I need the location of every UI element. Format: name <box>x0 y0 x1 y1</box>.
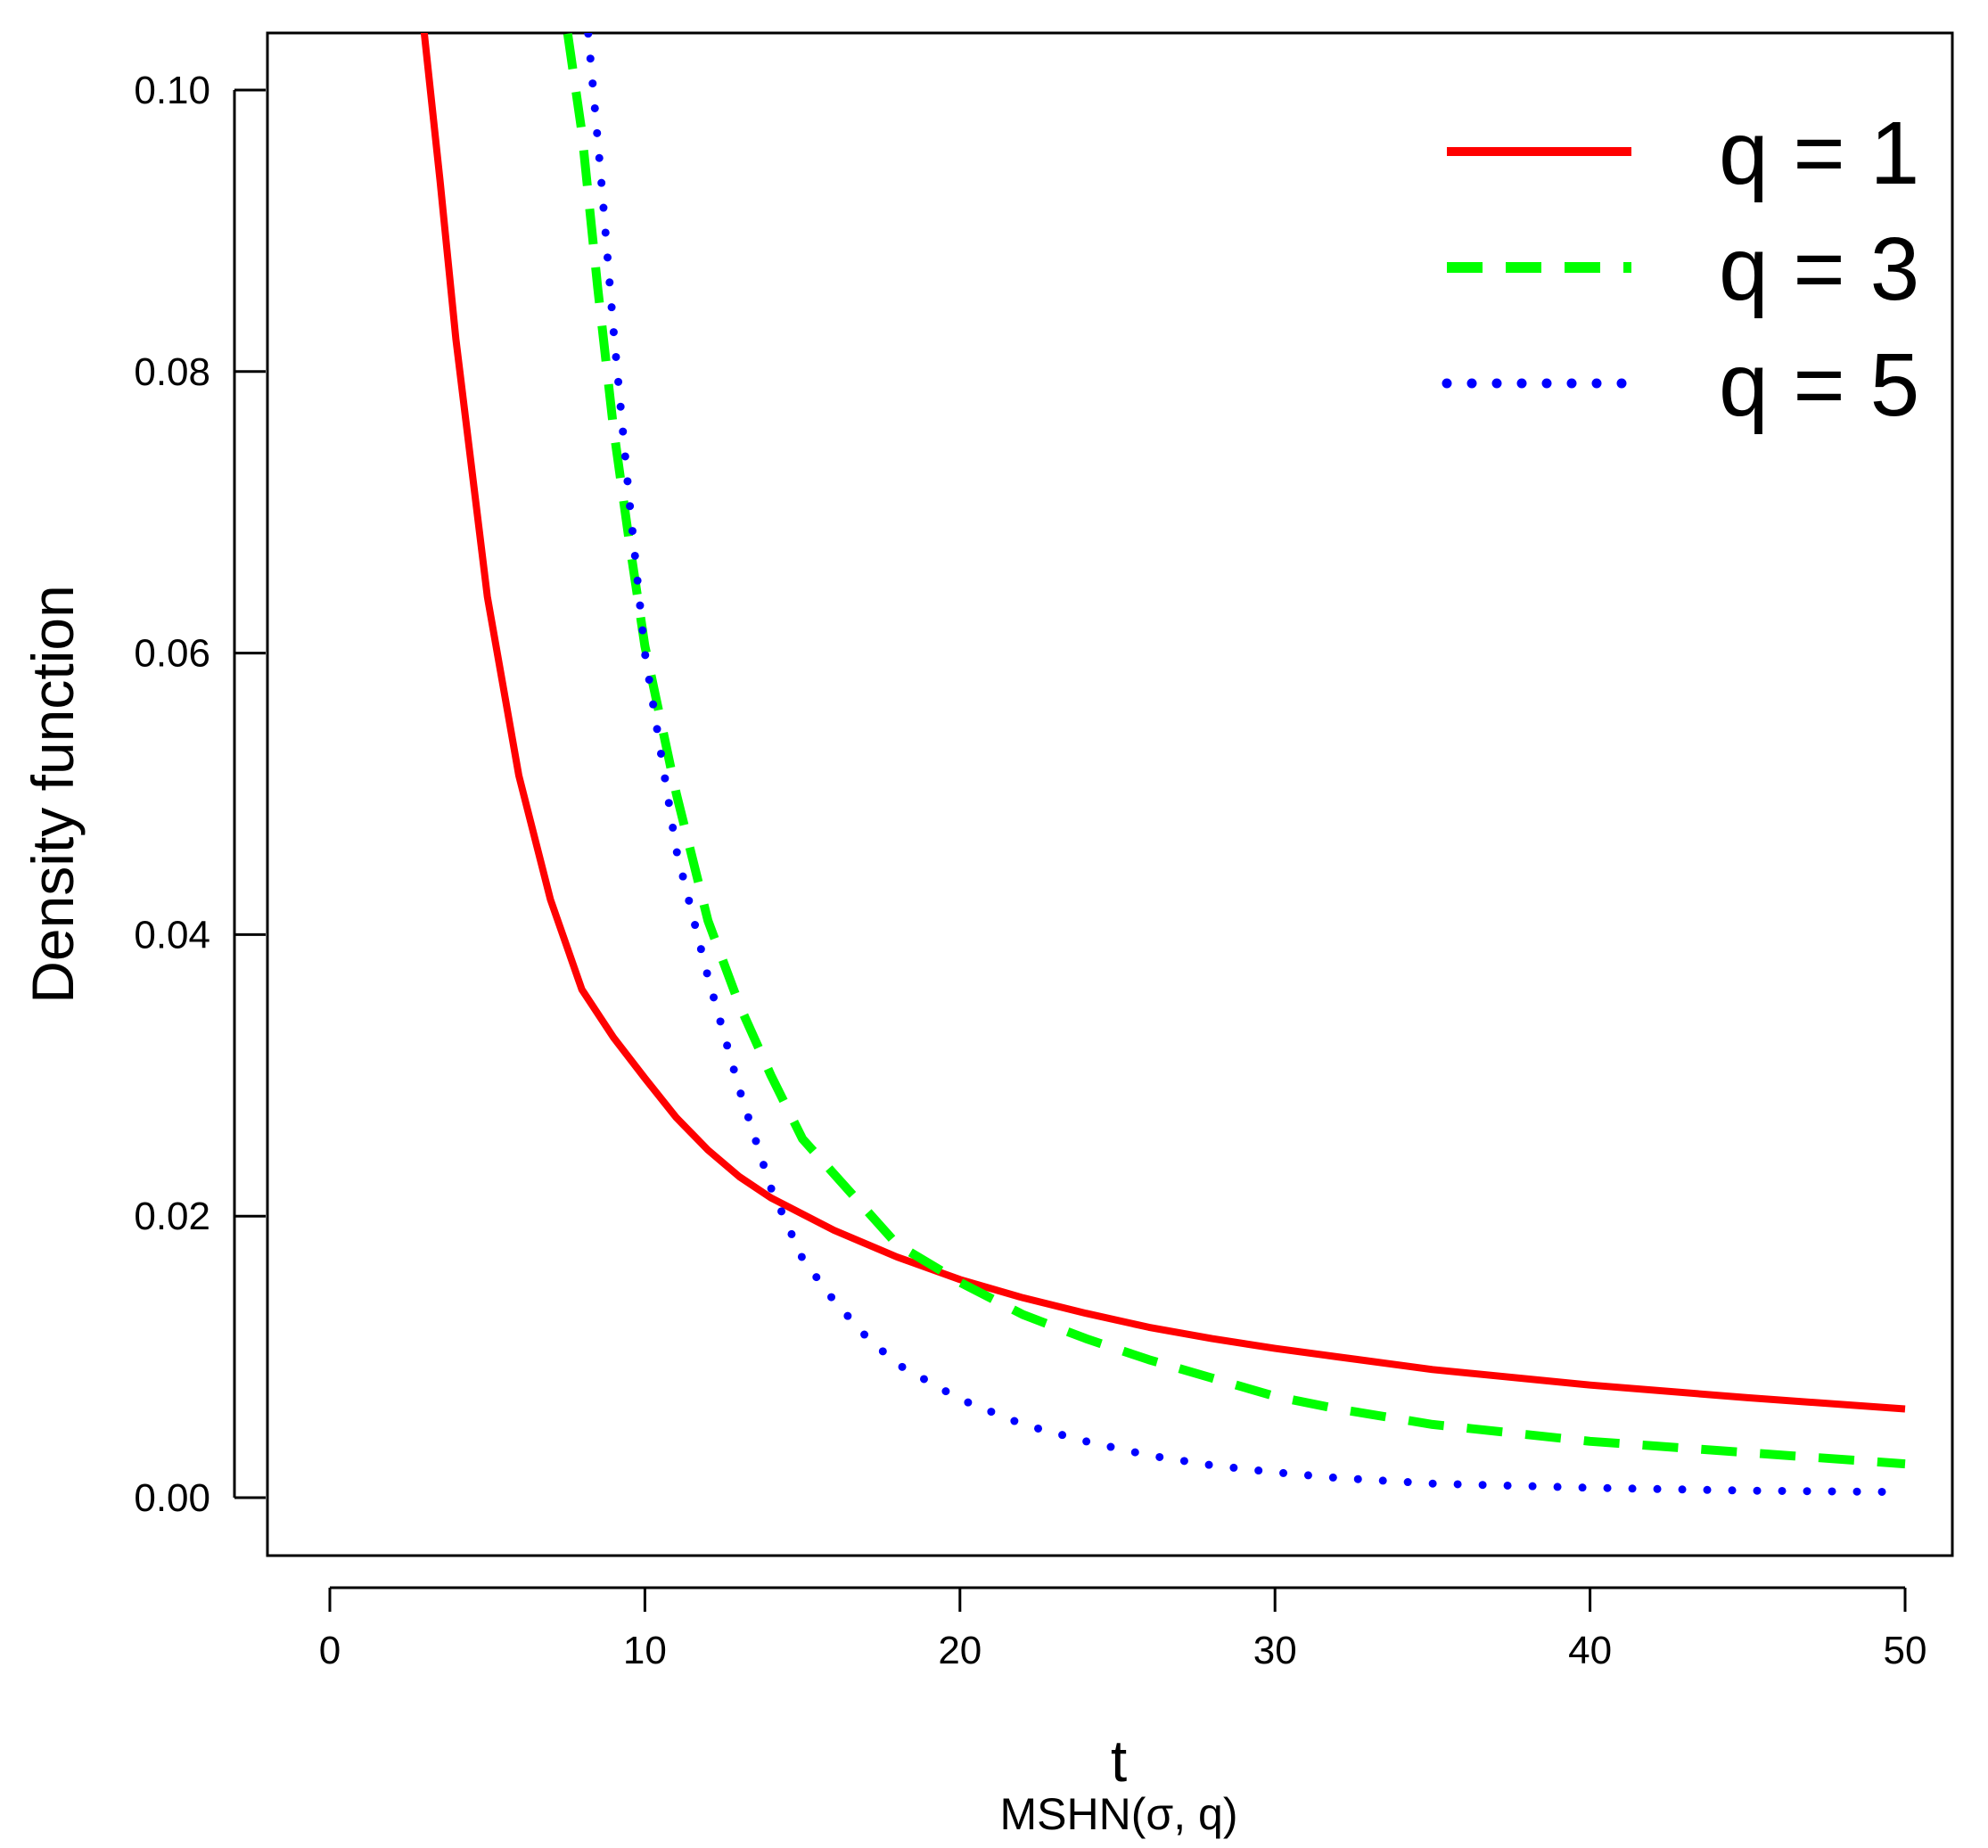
chart-subtitle: MSHN(σ, q) <box>1000 1789 1238 1839</box>
x-axis-title: t <box>1111 1728 1127 1794</box>
series-line-q1 <box>420 33 1906 1413</box>
x-tick-label: 50 <box>1884 1629 1927 1672</box>
y-tick-label: 0.08 <box>134 350 210 394</box>
legend: q = 1 q = 3 q = 5 <box>1442 103 1919 435</box>
x-tick-label: 30 <box>1253 1629 1297 1672</box>
y-tick-label: 0.04 <box>134 913 210 957</box>
x-tick-label: 10 <box>623 1629 667 1672</box>
y-tick-label: 0.00 <box>134 1476 210 1520</box>
y-axis: 0.00 0.02 0.04 0.06 0.08 0.10 <box>134 69 266 1520</box>
plot-frame <box>266 31 1954 1557</box>
legend-label: q = 1 <box>1719 103 1919 203</box>
x-axis: 0 10 20 30 40 50 <box>319 1586 1927 1672</box>
y-tick-label: 0.10 <box>134 69 210 112</box>
y-axis-title: Density function <box>20 585 86 1004</box>
legend-label: q = 3 <box>1719 219 1919 319</box>
y-tick-label: 0.06 <box>134 632 210 676</box>
x-tick-label: 0 <box>319 1629 341 1672</box>
series-line-q5 <box>584 33 1910 1497</box>
y-tick-label: 0.02 <box>134 1195 210 1238</box>
legend-label: q = 5 <box>1719 335 1919 435</box>
x-tick-label: 20 <box>938 1629 982 1672</box>
series-layer <box>420 33 1910 1497</box>
x-tick-label: 40 <box>1568 1629 1612 1672</box>
